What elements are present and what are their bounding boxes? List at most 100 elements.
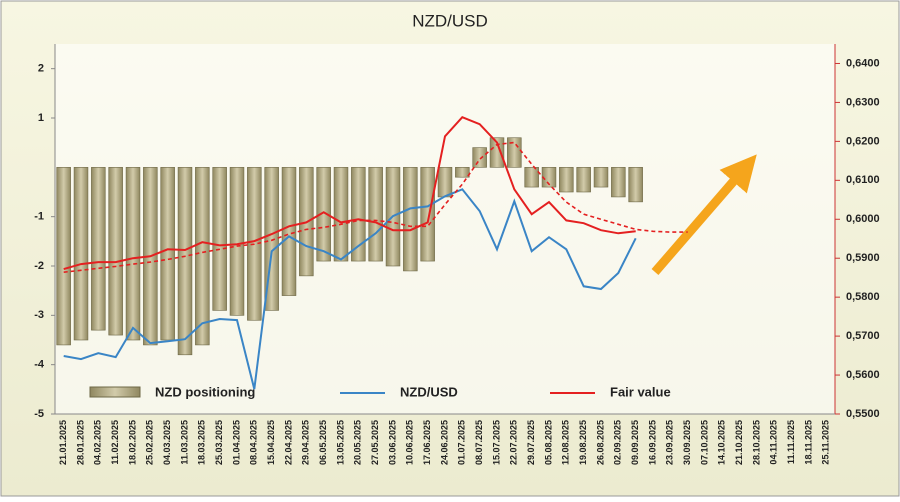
y2-tick-label: 0,6200 (846, 135, 880, 147)
x-tick-label: 22.07.2025 (509, 420, 519, 465)
y-tick-label: -2 (34, 260, 44, 272)
x-tick-label: 10.06.2025 (405, 420, 415, 465)
y-tick-label: 1 (38, 112, 44, 124)
x-tick-label: 28.01.2025 (75, 420, 85, 465)
bar (281, 167, 297, 296)
x-tick-label: 03.06.2025 (387, 420, 397, 465)
x-tick-label: 18.03.2025 (197, 420, 207, 465)
bar (195, 167, 210, 346)
y2-tick-label: 0,5800 (846, 291, 880, 303)
x-tick-label: 29.04.2025 (301, 420, 311, 465)
x-tick-label: 23.09.2025 (665, 420, 675, 465)
bar (403, 167, 418, 272)
bar (108, 167, 123, 336)
bar (229, 167, 245, 316)
bar (628, 167, 643, 203)
x-tick-label: 06.05.2025 (318, 420, 328, 465)
bar (91, 167, 106, 331)
x-tick-label: 14.10.2025 (717, 420, 727, 465)
y2-tick-label: 0,6300 (846, 96, 880, 108)
legend-label: NZD positioning (155, 384, 255, 399)
bar (420, 167, 435, 262)
y-tick-label: -1 (34, 211, 44, 223)
x-tick-label: 04.03.2025 (162, 420, 172, 465)
bar (56, 167, 71, 346)
bar (437, 167, 453, 198)
x-tick-label: 21.01.2025 (58, 420, 68, 465)
line (63, 141, 688, 273)
x-tick-label: 05.08.2025 (543, 420, 553, 465)
y-tick-label: 2 (38, 63, 44, 75)
x-tick-label: 27.05.2025 (370, 420, 380, 465)
bar (593, 167, 609, 188)
legend-swatch (89, 386, 141, 398)
bar (472, 147, 487, 168)
bar (125, 167, 141, 341)
x-tick-label: 13.05.2025 (335, 420, 345, 465)
x-tick-label: 22.04.2025 (283, 420, 293, 465)
line (63, 116, 636, 271)
x-tick-label: 29.07.2025 (526, 420, 536, 465)
x-tick-label: 07.10.2025 (699, 420, 709, 465)
x-tick-label: 11.11.2025 (786, 420, 796, 464)
x-tick-label: 30.09.2025 (682, 420, 692, 465)
bar (576, 167, 591, 193)
legend-label: NZD/USD (400, 384, 458, 399)
x-tick-label: 01.04.2025 (231, 420, 241, 465)
x-tick-label: 21.10.2025 (734, 420, 744, 465)
bar (351, 167, 366, 262)
x-tick-label: 08.07.2025 (474, 420, 484, 465)
x-tick-label: 18.11.2025 (803, 420, 813, 465)
x-tick-label: 19.08.2025 (578, 420, 588, 465)
x-tick-label: 25.03.2025 (214, 420, 224, 465)
y2-tick-label: 0,5500 (846, 408, 880, 420)
bar (368, 167, 383, 262)
bar (559, 167, 574, 193)
trend-arrow (651, 154, 757, 275)
bar (73, 167, 89, 341)
x-tick-label: 12.08.2025 (561, 420, 571, 465)
line (63, 188, 637, 390)
y2-tick-label: 0,5600 (846, 369, 880, 381)
bar (524, 167, 539, 188)
x-tick-label: 26.08.2025 (595, 420, 605, 465)
chart-title: NZD/USD (412, 11, 488, 30)
x-tick-label: 16.09.2025 (647, 420, 657, 465)
x-tick-label: 15.04.2025 (266, 420, 276, 465)
y-tick-label: -4 (34, 359, 45, 371)
x-tick-label: 04.11.2025 (769, 420, 779, 465)
y-tick-label: -3 (34, 309, 44, 321)
bar (316, 167, 331, 262)
y2-tick-label: 0,5700 (846, 330, 880, 342)
x-tick-label: 18.02.2025 (127, 420, 137, 465)
bar (333, 167, 349, 262)
x-tick-label: 04.02.2025 (93, 420, 103, 465)
x-tick-label: 24.06.2025 (439, 420, 449, 465)
x-tick-label: 11.02.2025 (110, 420, 120, 465)
bar (212, 167, 227, 311)
x-tick-label: 28.10.2025 (751, 420, 761, 465)
y2-tick-label: 0,5900 (846, 252, 880, 264)
x-tick-label: 15.07.2025 (491, 420, 501, 465)
x-tick-label: 09.09.2025 (630, 420, 640, 465)
x-tick-label: 17.06.2025 (422, 420, 432, 465)
y2-tick-label: 0,6000 (846, 213, 880, 225)
x-tick-label: 20.05.2025 (353, 420, 363, 465)
bar (507, 137, 522, 168)
bar (611, 167, 626, 198)
x-tick-label: 25.11.2025 (821, 420, 831, 465)
x-tick-label: 01.07.2025 (457, 420, 467, 465)
bar (489, 137, 505, 168)
x-tick-label: 25.02.2025 (145, 420, 155, 465)
x-tick-label: 02.09.2025 (613, 420, 623, 465)
bar (177, 167, 193, 356)
legend-label: Fair value (610, 384, 671, 399)
y2-tick-label: 0,6100 (846, 174, 880, 186)
bar (455, 167, 470, 178)
y-tick-label: -5 (34, 408, 44, 420)
bar (160, 167, 175, 341)
x-tick-label: 08.04.2025 (249, 420, 259, 465)
y2-tick-label: 0,6400 (846, 57, 880, 69)
x-tick-label: 11.03.2025 (179, 420, 189, 465)
